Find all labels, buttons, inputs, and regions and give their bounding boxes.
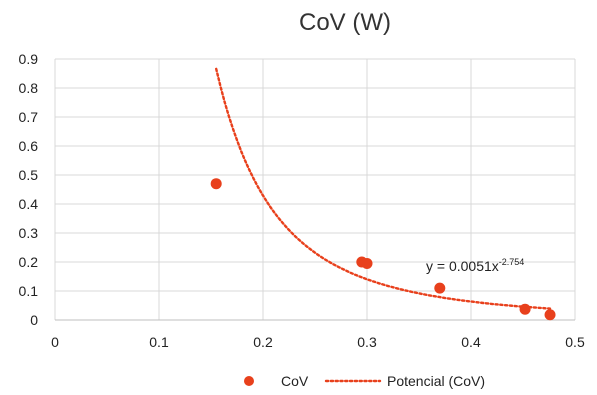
grid [54,58,576,321]
data-point [361,257,373,269]
data-point [434,282,446,294]
x-tick-label: 0.2 [253,334,273,350]
legend-label-cov: CoV [281,373,309,389]
y-tick-label: 0.2 [19,254,39,270]
y-tick-label: 0.6 [19,138,39,154]
data-point [544,309,556,321]
x-tick-label: 0.4 [461,334,481,350]
chart-title: CoV (W) [299,9,391,36]
x-tick-label: 0.5 [565,334,585,350]
x-tick-label: 0 [51,334,59,350]
trend-equation-base: y = 0.0051x [426,258,499,274]
x-tick-label: 0.1 [149,334,169,350]
y-tick-label: 0.8 [19,80,39,96]
y-tick-label: 0.3 [19,225,39,241]
legend: CoV Potencial (CoV) [244,373,485,389]
trend-equation-exponent: -2.754 [499,257,525,267]
data-points [210,178,556,321]
trendline-path [214,67,552,310]
y-tick-label: 0.9 [19,51,39,67]
y-tick-label: 0.1 [19,283,39,299]
y-tick-label: 0.7 [19,109,39,125]
trendline [214,67,552,310]
x-tick-label: 0.3 [357,334,377,350]
y-axis: 0 0.1 0.2 0.3 0.4 0.5 0.6 0.7 0.8 0.9 [19,51,39,328]
legend-label-trend: Potencial (CoV) [387,373,485,389]
y-tick-label: 0 [30,312,38,328]
y-tick-label: 0.5 [19,167,39,183]
trend-equation: y = 0.0051x-2.754 [426,257,524,274]
data-point [519,303,531,315]
data-point [210,178,222,190]
y-tick-label: 0.4 [19,196,39,212]
x-axis: 0 0.1 0.2 0.3 0.4 0.5 [51,334,585,350]
legend-marker-cov [244,376,254,386]
